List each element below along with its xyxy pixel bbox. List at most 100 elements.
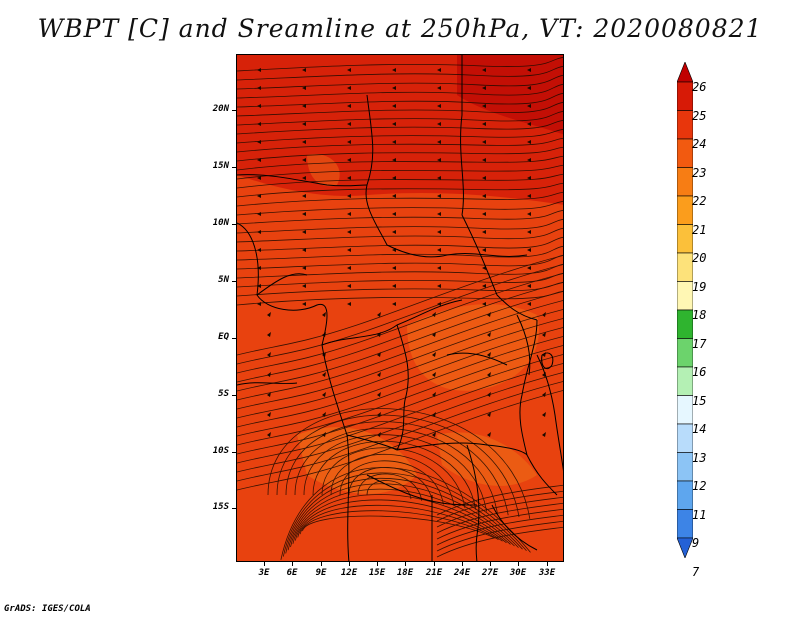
colorbar-level-label: 7 xyxy=(692,564,700,579)
streamline-arrow xyxy=(482,284,486,288)
cool-region-central xyxy=(407,304,539,391)
streamline-arrow xyxy=(302,194,306,198)
streamline xyxy=(237,363,563,464)
streamline xyxy=(280,467,531,560)
streamline xyxy=(237,245,563,261)
streamline xyxy=(436,508,563,540)
streamline-arrow xyxy=(322,312,326,317)
streamline-arrow xyxy=(527,158,531,162)
lon-label: 24E xyxy=(453,568,471,578)
streamline-arrow xyxy=(347,104,351,108)
streamline xyxy=(237,137,563,153)
lat-tick xyxy=(232,508,236,509)
border-line xyxy=(396,324,409,451)
streamline-arrow xyxy=(302,302,306,306)
streamline xyxy=(237,300,563,401)
streamline xyxy=(285,478,523,554)
map-plot xyxy=(237,55,563,561)
streamline-arrow xyxy=(527,176,531,180)
streamline-arrow xyxy=(432,392,436,397)
streamline xyxy=(237,273,563,374)
streamline-arrow xyxy=(322,392,326,397)
colorbar-level-label: 16 xyxy=(692,365,707,379)
lon-tick xyxy=(405,562,406,566)
streamline-arrow xyxy=(527,212,531,216)
streamline-arrow xyxy=(437,140,441,144)
colorbar-swatch xyxy=(677,309,693,339)
lon-tick xyxy=(292,562,293,566)
streamline-arrow xyxy=(432,332,436,337)
streamline xyxy=(299,510,499,540)
streamline xyxy=(237,155,563,171)
streamline-arrow xyxy=(437,248,441,252)
streamline-arrows xyxy=(257,68,546,437)
streamline-arrow xyxy=(482,122,486,126)
streamline-arrow xyxy=(437,230,441,234)
lat-tick xyxy=(232,167,236,168)
lat-label: 5S xyxy=(218,389,229,399)
streamline-arrow xyxy=(347,86,351,90)
streamline-arrow xyxy=(392,284,396,288)
lon-label: 9E xyxy=(315,568,327,578)
lat-tick xyxy=(232,395,236,396)
colorbar-swatch xyxy=(677,452,693,482)
colorbar-swatch xyxy=(677,195,693,225)
streamline-arrow xyxy=(267,352,271,357)
streamline-arrow xyxy=(432,432,436,437)
streamline xyxy=(237,92,563,108)
border-line xyxy=(365,94,388,246)
figure-title: WBPT [C] and Sreamline at 250hPa, VT: 20… xyxy=(37,14,763,43)
colorbar-level-label: 17 xyxy=(692,336,707,351)
colorbar-swatch xyxy=(677,138,693,168)
border-line xyxy=(460,55,464,216)
border-line xyxy=(541,352,554,370)
colorbar-level-label: 18 xyxy=(692,308,707,322)
border-line xyxy=(516,314,531,376)
lon-tick xyxy=(349,562,350,566)
streamline-arrow xyxy=(527,248,531,252)
colorbar-level-label: 11 xyxy=(692,507,707,522)
streamline-arrow xyxy=(527,140,531,144)
streamline xyxy=(237,254,563,270)
colorbar-swatch xyxy=(677,395,693,425)
streamline xyxy=(436,502,563,534)
streamline-arrow xyxy=(267,412,271,417)
colorbar-level-label: 9 xyxy=(692,536,700,550)
streamline-arrow xyxy=(267,372,271,377)
streamline-arrow xyxy=(257,104,261,108)
streamline-arrow xyxy=(482,302,486,306)
streamline-arrow xyxy=(347,140,351,144)
streamline xyxy=(237,65,563,81)
streamline-arrow xyxy=(392,158,396,162)
streamline xyxy=(237,182,563,198)
streamline xyxy=(237,209,563,225)
streamline-arrow xyxy=(482,248,486,252)
colorbar-top-arrow xyxy=(677,62,693,83)
lat-label: 5N xyxy=(218,275,229,285)
cool-patch-north xyxy=(307,154,340,187)
streamline-arrow xyxy=(542,332,546,337)
streamline xyxy=(237,327,563,428)
streamline-arrow xyxy=(267,432,271,437)
streamline xyxy=(237,191,563,207)
streamline-arrow xyxy=(527,230,531,234)
colorbar-swatch xyxy=(677,81,693,111)
streamline-arrow xyxy=(482,68,486,72)
streamline-arrow xyxy=(377,372,381,377)
streamline-arrow xyxy=(347,302,351,306)
streamline-arrow xyxy=(257,212,261,216)
colorbar-swatch xyxy=(677,480,693,510)
streamline-arrow xyxy=(267,392,271,397)
streamline-arrow xyxy=(542,392,546,397)
streamline xyxy=(287,483,519,551)
colorbar-swatch xyxy=(677,110,693,140)
streamline-arrow xyxy=(322,432,326,437)
streamline-arrow xyxy=(437,266,441,270)
streamline xyxy=(237,83,563,99)
lat-tick xyxy=(232,338,236,339)
streamline xyxy=(282,472,527,557)
streamline-arrow xyxy=(302,284,306,288)
lon-tick xyxy=(377,562,378,566)
streamline-arrow xyxy=(347,266,351,270)
lat-tick xyxy=(232,452,236,453)
